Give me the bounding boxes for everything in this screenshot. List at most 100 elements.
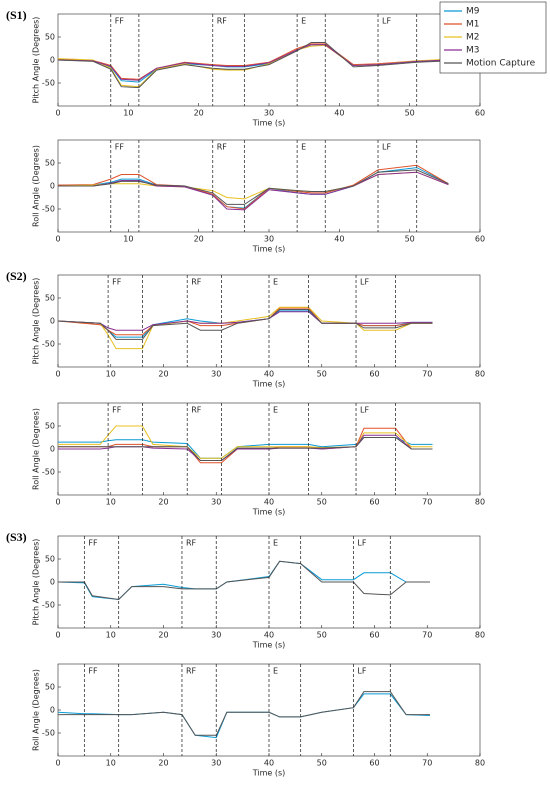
- y-tick-label: 50: [45, 159, 55, 168]
- axes-box: [57, 139, 481, 233]
- panel-label: (S1): [6, 8, 27, 22]
- event-label: RF: [191, 278, 202, 287]
- x-tick-label: 50: [317, 759, 327, 768]
- x-tick-label: 60: [369, 759, 379, 768]
- legend-label: M2: [466, 33, 480, 43]
- y-axis-label: Roll Angle (Degrees): [32, 408, 41, 490]
- y-tick-label: 50: [45, 555, 55, 564]
- event-label: LF: [382, 17, 391, 26]
- x-tick-label: 50: [317, 631, 327, 640]
- x-tick-label: 40: [334, 109, 344, 118]
- x-tick-label: 30: [264, 235, 274, 244]
- y-tick-label: 50: [45, 33, 55, 42]
- event-label: LF: [360, 278, 369, 287]
- legend-label: Motion Capture: [466, 59, 536, 69]
- y-tick-label: -50: [42, 79, 55, 88]
- panel-label: (S3): [6, 530, 27, 544]
- event-label: RF: [217, 143, 228, 152]
- y-tick-label: 50: [45, 422, 55, 431]
- x-axis-label: Time (s): [252, 119, 286, 128]
- x-tick-label: 20: [158, 498, 168, 507]
- event-label: E: [273, 667, 278, 676]
- x-tick-label: 60: [369, 370, 379, 379]
- panel-label: (S2): [6, 269, 27, 283]
- x-tick-label: 70: [422, 631, 432, 640]
- series-line: [58, 437, 433, 461]
- x-tick-label: 70: [422, 370, 432, 379]
- x-tick-label: 30: [264, 109, 274, 118]
- x-tick-label: 30: [211, 759, 221, 768]
- event-label: FF: [112, 406, 122, 415]
- x-tick-label: 30: [211, 631, 221, 640]
- x-tick-label: 40: [264, 759, 274, 768]
- x-tick-label: 40: [264, 498, 274, 507]
- x-tick-label: 70: [422, 498, 432, 507]
- x-tick-label: 60: [475, 109, 485, 118]
- x-tick-label: 60: [369, 631, 379, 640]
- legend-label: M1: [466, 20, 480, 30]
- series-line: [58, 44, 449, 81]
- x-tick-label: 50: [317, 370, 327, 379]
- x-tick-label: 20: [158, 631, 168, 640]
- x-tick-label: 10: [106, 759, 116, 768]
- y-tick-label: -50: [42, 468, 55, 477]
- x-tick-label: 40: [264, 370, 274, 379]
- x-tick-label: 0: [55, 109, 60, 118]
- event-label: E: [273, 278, 278, 287]
- y-tick-label: -50: [42, 729, 55, 738]
- y-axis-label: Pitch Angle (Degrees): [32, 17, 41, 104]
- subplot: (S3) 0 10 20 30 40 50 60 70 80 -50 0 50 Time (s) Pitch…: [6, 530, 485, 650]
- event-label: FF: [88, 539, 98, 548]
- y-axis-label: Pitch Angle (Degrees): [32, 278, 41, 365]
- series-line: [58, 311, 433, 331]
- x-axis-label: Time (s): [252, 380, 286, 389]
- event-label: E: [301, 143, 306, 152]
- x-tick-label: 0: [55, 759, 60, 768]
- y-axis-label: Pitch Angle (Degrees): [32, 539, 41, 626]
- series-line: [58, 169, 449, 205]
- x-tick-label: 50: [405, 235, 415, 244]
- y-tick-label: 0: [50, 578, 55, 587]
- series-line: [58, 42, 449, 89]
- y-tick-label: 0: [50, 317, 55, 326]
- subplot: 0 10 20 30 40 50 60 70 80 -50 0 50 Time (s) Roll Angl…: [32, 402, 485, 517]
- x-tick-label: 20: [158, 370, 168, 379]
- x-axis-label: Time (s): [252, 245, 286, 254]
- event-label: LF: [382, 143, 391, 152]
- event-label: FF: [88, 667, 98, 676]
- x-tick-label: 20: [158, 759, 168, 768]
- x-tick-label: 10: [106, 631, 116, 640]
- x-tick-label: 20: [194, 109, 204, 118]
- x-tick-label: 70: [422, 759, 432, 768]
- x-tick-label: 20: [194, 235, 204, 244]
- x-tick-label: 10: [123, 109, 133, 118]
- y-axis-label: Roll Angle (Degrees): [32, 669, 41, 751]
- event-label: E: [301, 17, 306, 26]
- event-label: FF: [112, 278, 122, 287]
- x-tick-label: 30: [211, 370, 221, 379]
- series-line: [58, 164, 449, 210]
- axes-box: [57, 13, 481, 107]
- event-label: FF: [115, 143, 125, 152]
- y-tick-label: 0: [50, 445, 55, 454]
- x-tick-label: 60: [369, 498, 379, 507]
- x-tick-label: 80: [475, 759, 485, 768]
- x-tick-label: 0: [55, 631, 60, 640]
- y-tick-label: 0: [50, 706, 55, 715]
- subplot: (S1) 0 10 20 30 40 50 60 -50 0 50 Time (s) Pitch Ang…: [6, 1, 547, 128]
- x-tick-label: 0: [55, 498, 60, 507]
- event-label: RF: [186, 539, 197, 548]
- series-line: [58, 425, 433, 459]
- x-tick-label: 40: [264, 631, 274, 640]
- event-label: FF: [115, 17, 125, 26]
- x-tick-label: 50: [317, 498, 327, 507]
- y-tick-label: 0: [50, 182, 55, 191]
- y-axis-label: Roll Angle (Degrees): [32, 145, 41, 227]
- x-tick-label: 10: [123, 235, 133, 244]
- legend-box: [439, 1, 547, 74]
- subplot: 0 10 20 30 40 50 60 -50 0 50 Time (s) Roll Angle (D…: [32, 139, 485, 254]
- series-line: [58, 306, 433, 350]
- y-tick-label: -50: [42, 205, 55, 214]
- subplot: 0 10 20 30 40 50 60 70 80 -50 0 50 Time (s) Roll Angl…: [32, 663, 485, 778]
- x-tick-label: 0: [55, 235, 60, 244]
